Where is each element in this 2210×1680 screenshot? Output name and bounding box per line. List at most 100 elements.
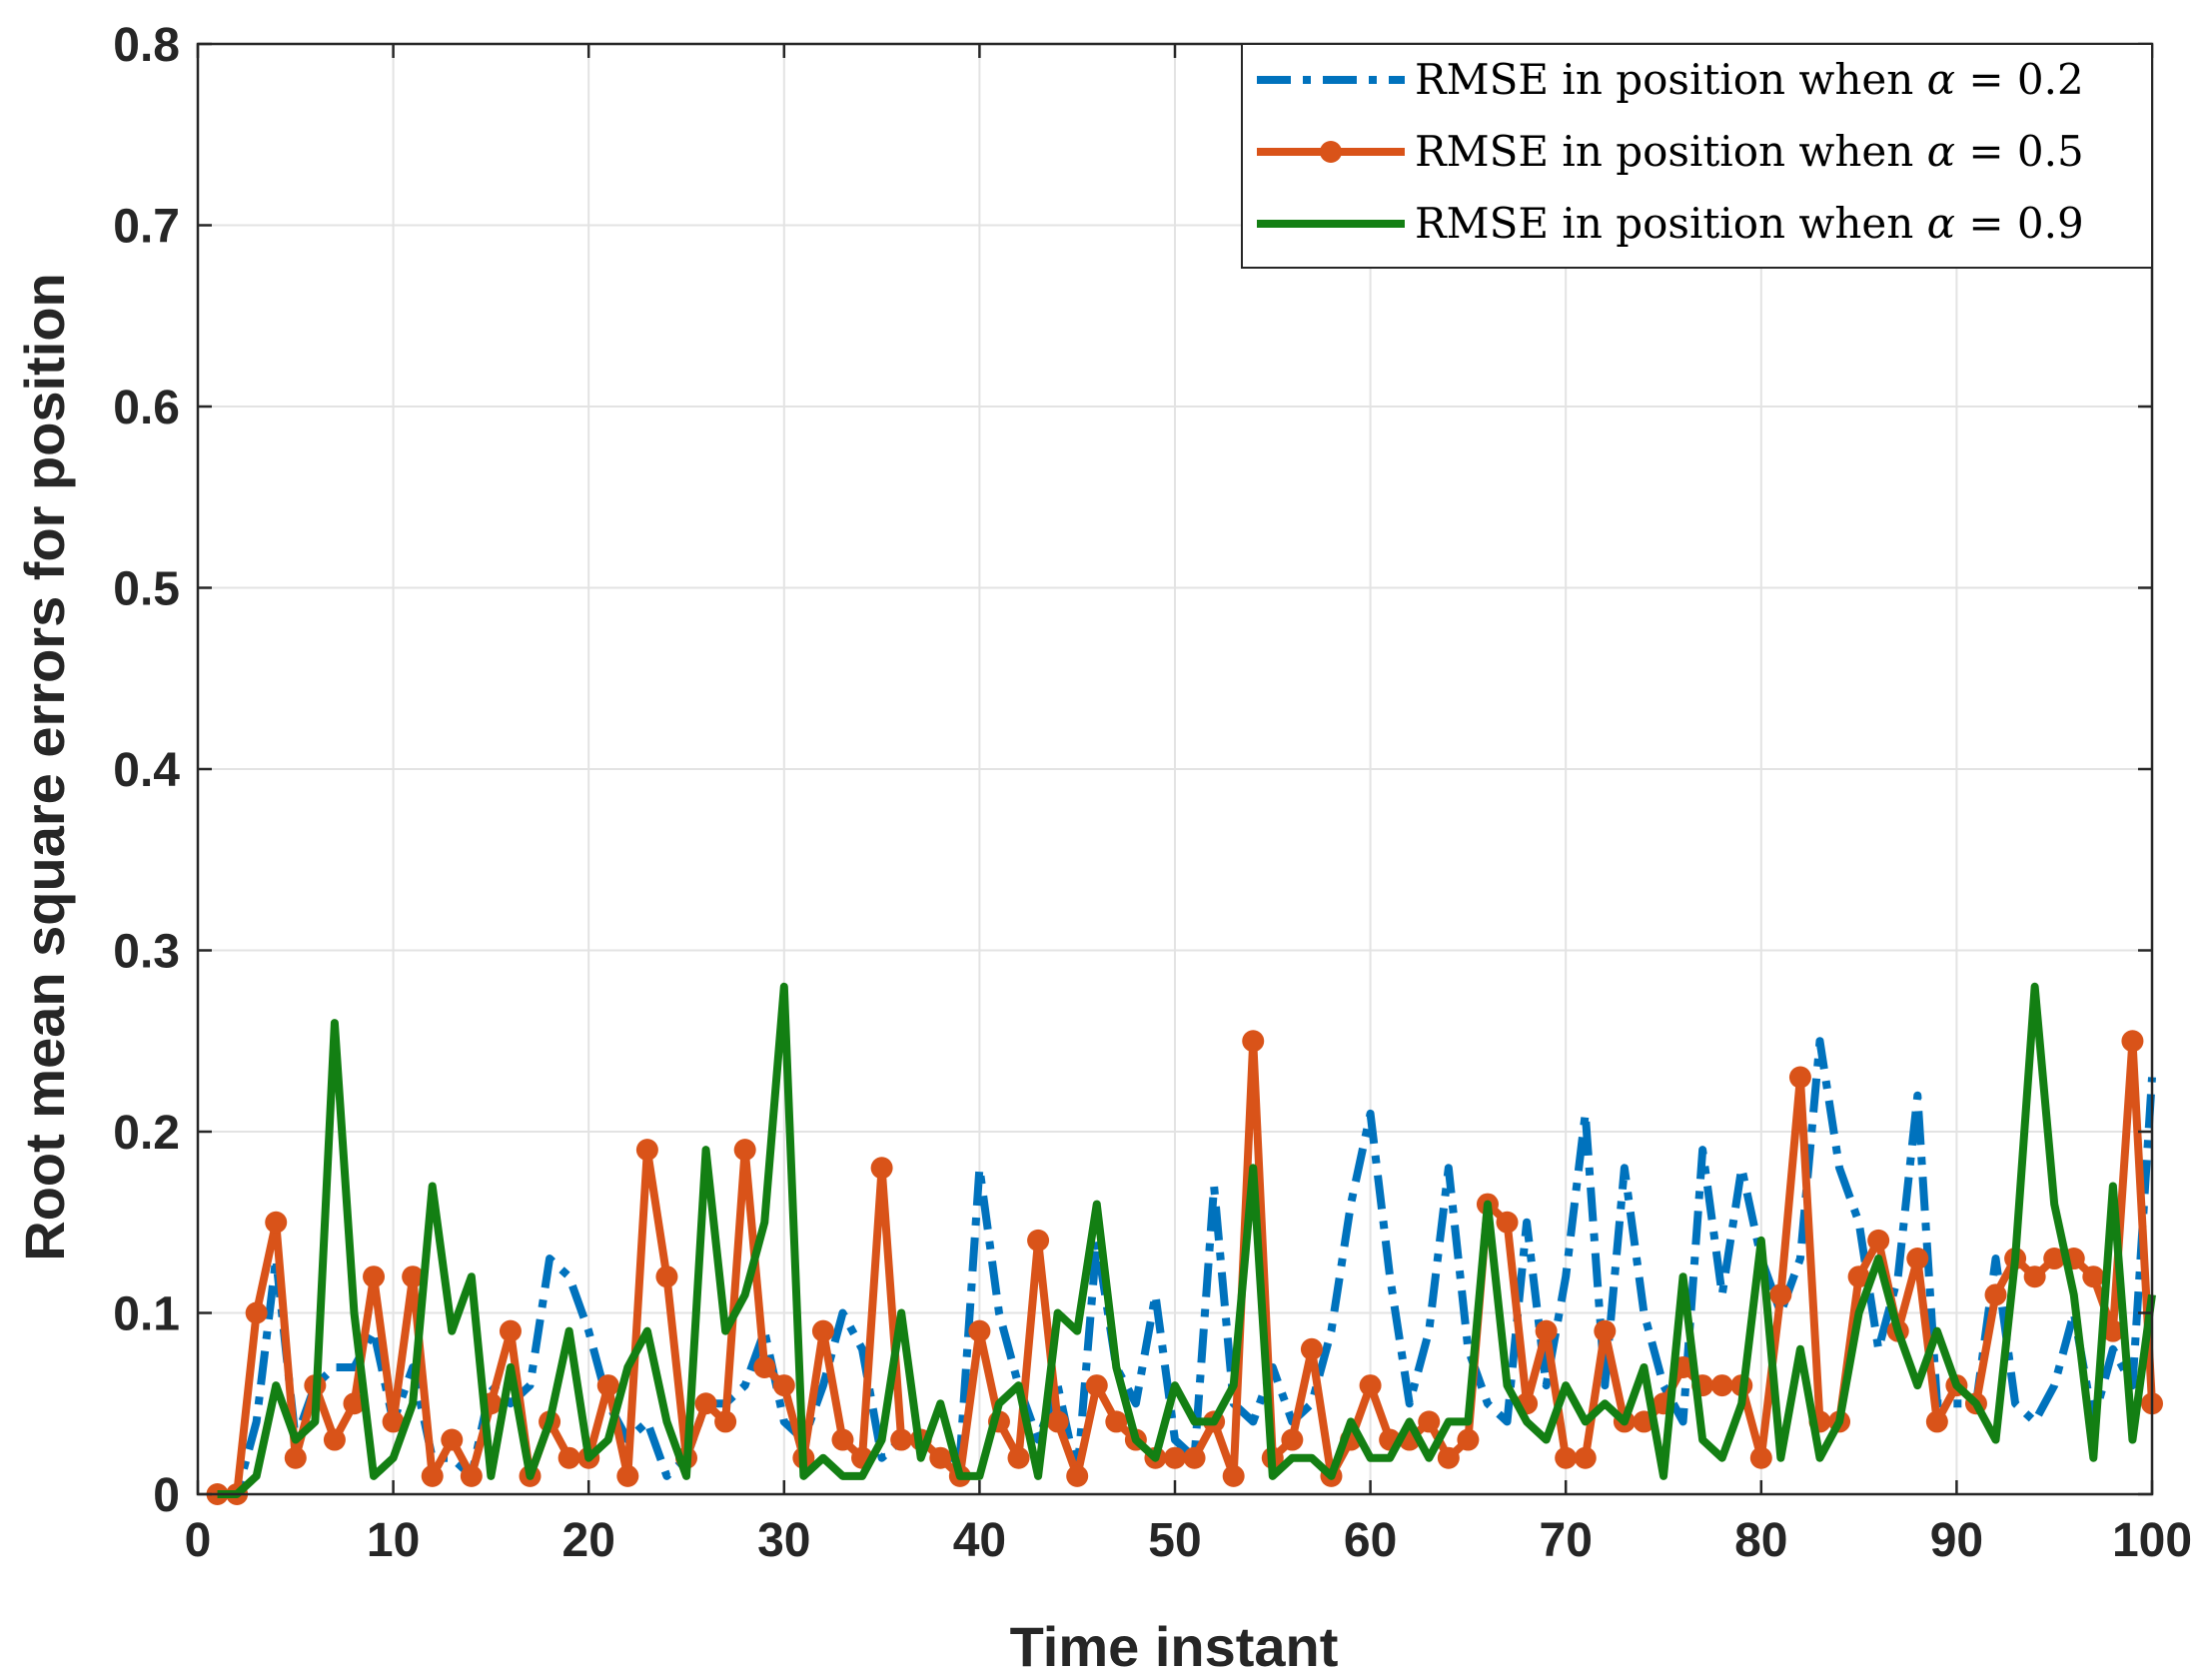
tick-labels: 0 10 20 30 40 50 60 70 80 90 100 0 0.1 0.2 0.3 0.4 0.5 0.… [113, 19, 2192, 1567]
data-point [265, 1211, 288, 1234]
alpha-symbol: α [1927, 199, 1955, 248]
legend-prefix: RMSE in position when [1415, 55, 1927, 104]
legend-label-alpha-0-2: RMSE in position when α = 0.2 [1415, 55, 2084, 104]
data-point [2082, 1265, 2105, 1288]
x-tick-label: 40 [953, 1514, 1006, 1567]
y-tick-label: 0.2 [113, 1107, 180, 1160]
y-tick-label: 0.4 [113, 744, 180, 797]
legend-prefix: RMSE in position when [1415, 199, 1927, 248]
legend-label-alpha-0-5: RMSE in position when α = 0.5 [1415, 127, 2084, 176]
data-point [1085, 1374, 1108, 1397]
data-point [1594, 1319, 1617, 1342]
data-point [460, 1464, 483, 1487]
data-point [1164, 1446, 1186, 1469]
data-point [1457, 1428, 1480, 1451]
legend-suffix: = 0.5 [1955, 127, 2084, 176]
x-tick-label: 30 [757, 1514, 810, 1567]
x-tick-label: 60 [1344, 1514, 1397, 1567]
data-point [968, 1319, 991, 1342]
data-point [441, 1428, 464, 1451]
y-axis-title: Root mean square errors for position [13, 273, 76, 1261]
data-point [1242, 1030, 1265, 1053]
legend-suffix: = 0.9 [1955, 199, 2084, 248]
x-tick-label: 100 [2112, 1514, 2192, 1567]
data-point [1867, 1229, 1890, 1252]
data-point [1906, 1248, 1929, 1270]
data-point [733, 1139, 756, 1162]
data-point [2121, 1030, 2144, 1053]
y-tick-label: 0.8 [113, 19, 180, 72]
data-point [1281, 1428, 1304, 1451]
data-point [1066, 1464, 1089, 1487]
data-point [2101, 1319, 2124, 1342]
x-tick-label: 20 [562, 1514, 615, 1567]
data-point [811, 1319, 834, 1342]
data-point [284, 1446, 307, 1469]
x-tick-label: 10 [367, 1514, 420, 1567]
series-line [217, 1037, 2156, 1498]
series-1 [217, 1037, 2156, 1498]
y-tick-label: 0.1 [113, 1288, 180, 1341]
data-point [596, 1374, 619, 1397]
data-point [772, 1374, 795, 1397]
data-point [1749, 1446, 1772, 1469]
data-point [1222, 1464, 1245, 1487]
data-point [1925, 1410, 1948, 1433]
data-point [1788, 1066, 1811, 1089]
data-point [421, 1464, 444, 1487]
data-point [616, 1464, 639, 1487]
data-point [363, 1265, 386, 1288]
x-axis-title: Time instant [1010, 1615, 1339, 1678]
data-point [831, 1428, 854, 1451]
x-tick-label: 80 [1734, 1514, 1787, 1567]
data-point [1183, 1446, 1206, 1469]
data-point [1300, 1337, 1323, 1360]
data-point [694, 1392, 717, 1415]
data-point [1007, 1446, 1030, 1469]
legend-marker-alpha-0-5 [1320, 141, 1342, 163]
data-point [1437, 1446, 1460, 1469]
data-point [1535, 1319, 1558, 1342]
x-tick-label: 70 [1540, 1514, 1593, 1567]
y-tick-label: 0 [153, 1469, 180, 1522]
alpha-symbol: α [1927, 55, 1955, 104]
x-tick-label: 0 [185, 1514, 212, 1567]
data-point [1710, 1374, 1733, 1397]
data-point [382, 1410, 405, 1433]
data-point [1984, 1283, 2007, 1306]
data-point [2023, 1265, 2046, 1288]
grid [197, 43, 2153, 1495]
data-point [343, 1392, 366, 1415]
legend-entry-alpha-0-5: RMSE in position when α = 0.5 [1257, 127, 2084, 176]
y-tick-label: 0.7 [113, 201, 180, 254]
data-point [245, 1301, 268, 1324]
legend-entry-alpha-0-2: RMSE in position when α = 0.2 [1257, 55, 2084, 104]
y-tick-label: 0.6 [113, 382, 180, 434]
legend-label-alpha-0-9: RMSE in position when α = 0.9 [1415, 199, 2084, 248]
legend-entry-alpha-0-9: RMSE in position when α = 0.9 [1257, 199, 2084, 248]
x-tick-label: 50 [1148, 1514, 1201, 1567]
legend-suffix: = 0.2 [1955, 55, 2084, 104]
data-point [1359, 1374, 1382, 1397]
data-point [714, 1410, 737, 1433]
data-point [655, 1265, 678, 1288]
data-point [1027, 1229, 1050, 1252]
legend: RMSE in position when α = 0.2 RMSE in po… [1241, 43, 2153, 269]
data-point [870, 1157, 893, 1180]
data-point [1574, 1446, 1597, 1469]
data-point [1496, 1211, 1519, 1234]
y-tick-label: 0.3 [113, 926, 180, 979]
data-point [635, 1139, 658, 1162]
data-point [1555, 1446, 1578, 1469]
data-point [1046, 1410, 1069, 1433]
data-point [557, 1446, 580, 1469]
data-point [499, 1319, 522, 1342]
data-point [1847, 1265, 1870, 1288]
data-point [929, 1446, 952, 1469]
data-point [890, 1428, 913, 1451]
alpha-symbol: α [1927, 127, 1955, 176]
data-point [2043, 1248, 2066, 1270]
legend-prefix: RMSE in position when [1415, 127, 1927, 176]
x-tick-label: 90 [1930, 1514, 1983, 1567]
